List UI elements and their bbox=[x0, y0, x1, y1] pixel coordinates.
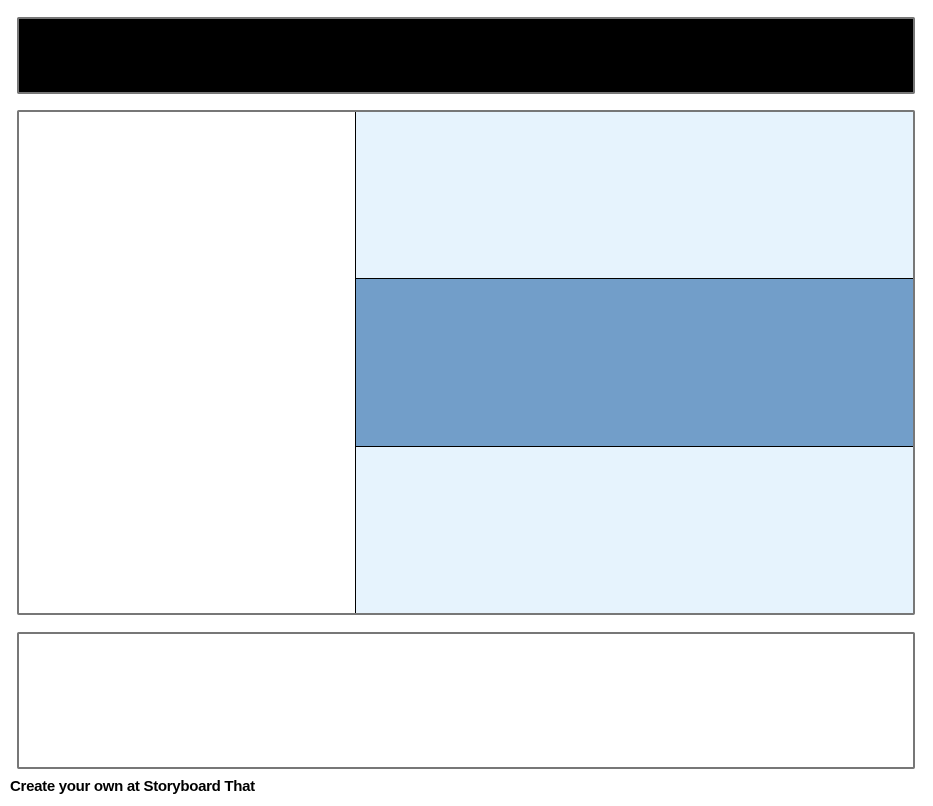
storyboard-grid bbox=[17, 110, 915, 615]
text-cell-2-highlighted bbox=[356, 279, 913, 447]
notes-box bbox=[17, 632, 915, 769]
title-banner bbox=[17, 17, 915, 94]
text-cell-3 bbox=[356, 447, 913, 613]
text-cell-1 bbox=[356, 112, 913, 279]
footer-credit-link[interactable]: Create your own at Storyboard That bbox=[10, 778, 255, 795]
image-cell bbox=[19, 112, 356, 613]
